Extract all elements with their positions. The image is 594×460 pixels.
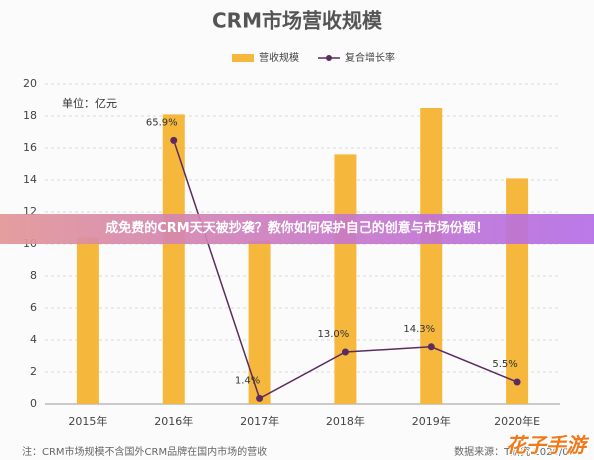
x-tick-label: 2015年: [68, 414, 107, 428]
banner[interactable]: 成免费的CRM天天被抄袭？教你如何保护自己的创意与市场份额！: [0, 214, 594, 244]
x-tick-label: 2020年E: [494, 414, 540, 428]
legend-label: 复合增长率: [345, 51, 395, 64]
line-point: [427, 343, 435, 351]
line-point: [256, 394, 264, 402]
legend-label: 营收规模: [259, 51, 299, 64]
y-tick-label: 0: [30, 397, 37, 410]
y-tick-label: 2: [30, 365, 37, 378]
x-tick-label: 2018年: [326, 414, 365, 428]
line-point: [341, 348, 349, 356]
line-point: [513, 378, 521, 386]
y-tick-label: 18: [23, 109, 37, 122]
data-label: 5.5%: [492, 359, 517, 370]
bar: [334, 154, 357, 404]
watermark: 花子手游: [506, 433, 586, 457]
y-tick-label: 4: [30, 333, 37, 346]
y-tick-label: 6: [30, 301, 37, 314]
bar: [162, 114, 185, 405]
chart-title: CRM市场营收规模: [212, 9, 383, 33]
bar: [420, 108, 443, 404]
bar: [506, 178, 529, 404]
x-tick-label: 2016年: [154, 414, 193, 428]
y-tick-label: 8: [30, 269, 37, 282]
source: 数据来源：T研究 2020/07: [454, 445, 575, 458]
bar: [76, 237, 99, 404]
line-point: [170, 136, 178, 144]
x-tick-label: 2019年: [412, 414, 451, 428]
y-tick-label: 14: [23, 173, 37, 186]
data-label: 13.0%: [318, 329, 350, 340]
note: 注：CRM市场规模不含国外CRM品牌在国内市场的营收: [22, 445, 267, 458]
data-label: 65.9%: [146, 117, 178, 128]
bar: [248, 240, 271, 404]
legend-swatch: [326, 55, 332, 61]
data-label: 14.3%: [403, 324, 435, 335]
y-tick-label: 16: [23, 141, 37, 154]
x-tick-label: 2017年: [240, 414, 279, 428]
unit-label: 单位：亿元: [62, 96, 117, 110]
data-label: 1.4%: [235, 375, 260, 386]
y-tick-label: 20: [23, 77, 37, 90]
legend-swatch: [232, 54, 254, 62]
